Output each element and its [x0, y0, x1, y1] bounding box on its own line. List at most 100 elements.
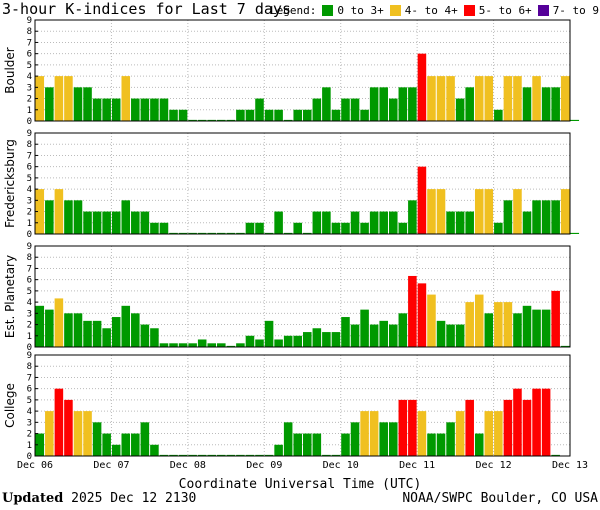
kindex-bar	[379, 211, 388, 234]
kindex-bar	[360, 109, 369, 121]
kindex-bar	[178, 454, 188, 456]
source-credit: NOAA/SWPC Boulder, CO USA	[402, 491, 598, 506]
kindex-bar	[255, 222, 264, 234]
kindex-bar	[312, 211, 322, 234]
kindex-bar	[551, 87, 560, 121]
kindex-bar	[159, 343, 169, 347]
y-tick-label: 1	[27, 441, 32, 451]
legend-swatch-yellow	[389, 5, 401, 16]
kindex-bar	[150, 444, 159, 456]
kindex-bar	[274, 211, 283, 234]
kindex-bar	[427, 189, 436, 234]
kindex-bar	[455, 98, 465, 121]
y-tick-label: 1	[27, 332, 32, 342]
kindex-bar	[264, 109, 274, 121]
kindex-bar	[360, 222, 369, 234]
y-tick-label: 5	[27, 174, 32, 184]
kindex-bar	[293, 433, 302, 456]
kindex-bar	[484, 411, 494, 456]
kindex-bar	[331, 454, 341, 456]
y-tick-label: 8	[27, 27, 32, 37]
kindex-bar	[92, 98, 102, 121]
kindex-bar	[64, 200, 73, 234]
kindex-bar	[417, 166, 427, 234]
kindex-bar	[293, 222, 302, 234]
panel-label: Fredericksburg	[3, 139, 17, 228]
kindex-bar	[293, 109, 302, 121]
y-tick-label: 2	[27, 95, 32, 105]
kindex-bar	[245, 335, 255, 347]
kindex-bar	[92, 211, 102, 234]
kindex-bar	[303, 232, 312, 234]
kindex-bar	[73, 87, 83, 121]
kindex-bar	[236, 454, 245, 456]
kindex-bar	[35, 189, 45, 234]
y-tick-label: 9	[27, 242, 32, 252]
kindex-bar	[331, 109, 341, 121]
kindex-bar	[169, 454, 178, 456]
kindex-bar	[102, 328, 111, 347]
kindex-bar	[73, 200, 83, 234]
kindex-bar	[83, 87, 92, 121]
kindex-bar	[398, 399, 408, 456]
x-tick-label: Dec 12	[476, 460, 512, 471]
kindex-bar	[494, 109, 503, 121]
kindex-bar	[245, 454, 255, 456]
kindex-bar	[369, 324, 379, 347]
kindex-bar	[45, 309, 54, 347]
kindex-bar	[465, 399, 474, 456]
kindex-bar	[35, 305, 45, 347]
kindex-bar	[541, 200, 551, 234]
kindex-bar	[169, 232, 178, 234]
kindex-bar	[140, 211, 150, 234]
kindex-bar	[484, 189, 494, 234]
x-tick-label: Dec 06	[17, 460, 53, 471]
x-tick-label: Dec 13	[552, 460, 588, 471]
kindex-bar	[360, 411, 369, 456]
kindex-bar	[341, 98, 350, 121]
kindex-bar	[341, 433, 350, 456]
kindex-bar	[331, 222, 341, 234]
kindex-bar	[64, 313, 73, 347]
legend-item-label: 5- to 6+	[478, 4, 532, 17]
kindex-bar	[455, 411, 465, 456]
kindex-bar	[197, 232, 207, 234]
kindex-bar	[350, 98, 360, 121]
kindex-bar	[474, 76, 484, 121]
y-tick-label: 8	[27, 253, 32, 263]
kindex-bar	[226, 345, 236, 347]
kindex-bar	[360, 309, 369, 347]
kindex-bar	[140, 98, 150, 121]
kindex-bar	[503, 76, 513, 121]
kindex-bar	[427, 294, 436, 347]
kindex-bar	[350, 324, 360, 347]
kindex-bar	[417, 283, 427, 347]
kindex-bar	[73, 411, 83, 456]
kindex-bar	[446, 324, 455, 347]
kindex-bar	[398, 313, 408, 347]
kindex-bar	[303, 433, 312, 456]
kindex-bar	[322, 454, 331, 456]
kindex-bar	[236, 343, 245, 347]
kindex-bar	[350, 422, 360, 456]
y-tick-label: 7	[27, 38, 32, 48]
panel-label: Est. Planetary	[3, 255, 17, 338]
kindex-bar	[54, 189, 64, 234]
kindex-bar	[350, 211, 360, 234]
kindex-bar	[312, 328, 322, 347]
x-tick-label: Dec 08	[170, 460, 206, 471]
kindex-bar	[465, 87, 474, 121]
kindex-bar	[408, 200, 417, 234]
kindex-bar	[45, 200, 54, 234]
kindex-bar	[341, 317, 350, 347]
kindex-bar	[398, 222, 408, 234]
kindex-bar	[274, 109, 283, 121]
kindex-bar	[274, 444, 283, 456]
kindex-bar	[131, 433, 140, 456]
y-tick-label: 1	[27, 106, 32, 116]
kindex-bar	[245, 222, 255, 234]
kindex-bar	[446, 422, 455, 456]
kindex-bar	[207, 232, 217, 234]
kindex-bar	[560, 76, 570, 121]
